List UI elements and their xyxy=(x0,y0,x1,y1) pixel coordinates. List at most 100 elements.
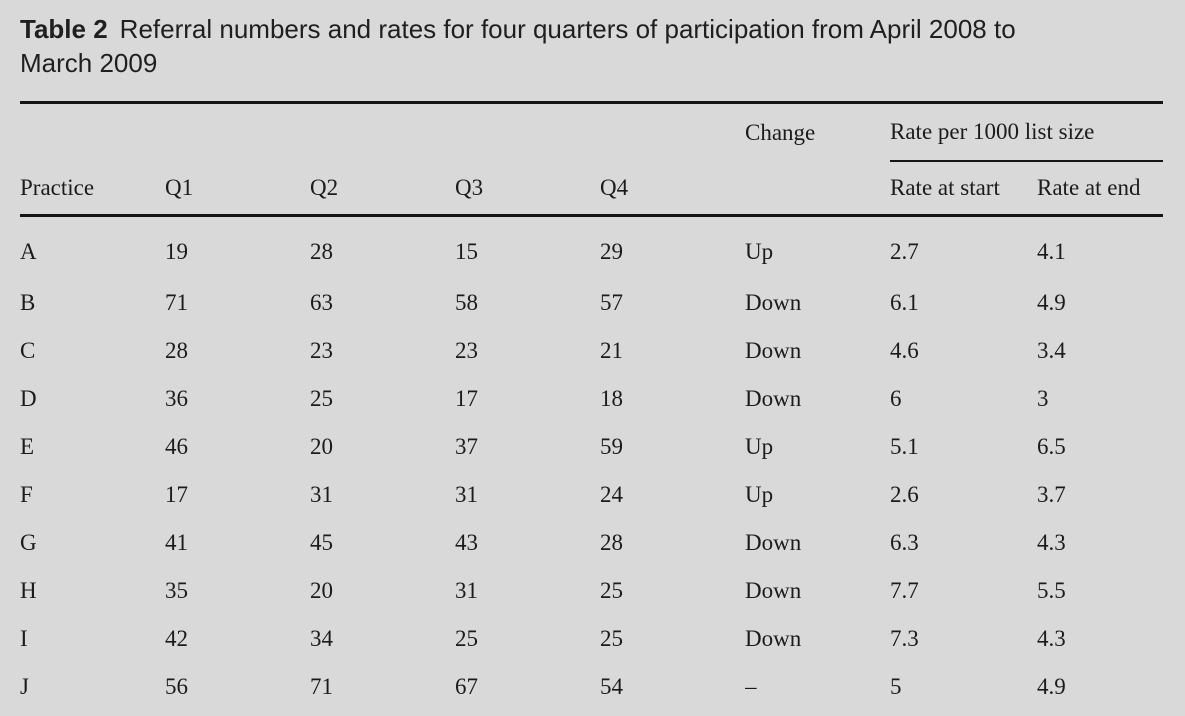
table-row-practice-E: E 46 20 37 59 Up 5.1 6.5 xyxy=(20,423,1163,471)
table-row-practice-I: I 42 34 25 25 Down 7.3 4.3 xyxy=(20,615,1163,663)
cell-q4: 21 xyxy=(600,338,623,363)
cell-rate_end: 4.3 xyxy=(1037,530,1066,555)
cell-rate_start: 6.1 xyxy=(890,290,919,315)
cell-rate_start: 5.1 xyxy=(890,434,919,459)
cell-rate_start: 5 xyxy=(890,674,902,699)
cell-change: Down xyxy=(745,578,802,603)
cell-practice: J xyxy=(20,674,29,699)
cell-q4: 59 xyxy=(600,434,623,459)
cell-q2: 25 xyxy=(310,386,333,411)
cell-q2: 20 xyxy=(310,434,333,459)
cell-q3: 43 xyxy=(455,530,478,555)
cell-practice: I xyxy=(20,626,28,651)
table-header: Change Rate per 1000 list size Practice … xyxy=(20,102,1163,217)
cell-q2: 31 xyxy=(310,482,333,507)
cell-practice: G xyxy=(20,530,37,555)
cell-q2: 34 xyxy=(310,626,333,651)
table-header-row-columns: Practice Q1 Q2 Q3 Q4 Rate at start Rate … xyxy=(20,161,1163,217)
cell-q1: 41 xyxy=(165,530,188,555)
column-header-rate-at-end: Rate at end xyxy=(1037,161,1163,217)
cell-change: Down xyxy=(745,626,802,651)
header-spacer xyxy=(165,103,310,162)
cell-q2: 20 xyxy=(310,578,333,603)
column-header-q1: Q1 xyxy=(165,161,310,217)
table-row-practice-J: J 56 71 67 54 – 5 4.9 xyxy=(20,663,1163,711)
table-row-practice-H: H 35 20 31 25 Down 7.7 5.5 xyxy=(20,567,1163,615)
header-spacer xyxy=(455,103,600,162)
cell-rate_start: 2.7 xyxy=(890,239,919,264)
cell-q4: 29 xyxy=(600,239,623,264)
header-spacer xyxy=(310,103,455,162)
cell-rate_end: 4.9 xyxy=(1037,674,1066,699)
table-header-row-group: Change Rate per 1000 list size xyxy=(20,102,1163,162)
cell-q1: 46 xyxy=(165,434,188,459)
table-caption-label: Table 2 xyxy=(20,14,108,44)
table-row-practice-B: B 71 63 58 57 Down 6.1 4.9 xyxy=(20,279,1163,327)
cell-rate_start: 7.3 xyxy=(890,626,919,651)
column-header-q3: Q3 xyxy=(455,161,600,217)
cell-q1: 17 xyxy=(165,482,188,507)
column-header-rate-at-start: Rate at start xyxy=(890,161,1037,217)
cell-rate_start: 6 xyxy=(890,386,902,411)
header-spacer xyxy=(600,103,745,162)
column-header-q2: Q2 xyxy=(310,161,455,217)
cell-rate_start: 7.7 xyxy=(890,578,919,603)
cell-practice: C xyxy=(20,338,36,363)
cell-q3: 31 xyxy=(455,482,478,507)
referral-table: Change Rate per 1000 list size Practice … xyxy=(20,101,1163,711)
cell-rate_end: 4.9 xyxy=(1037,290,1066,315)
column-group-header-rate-per-1000: Rate per 1000 list size xyxy=(890,102,1163,162)
cell-q4: 25 xyxy=(600,626,623,651)
cell-rate_start: 4.6 xyxy=(890,338,919,363)
table-body: A 19 28 15 29 Up 2.7 4.1 B 71 6 3 58 57 Down 6.1 4.9 C 28 2… xyxy=(20,216,1163,712)
cell-q1: 36 xyxy=(165,386,188,411)
cell-q4: 54 xyxy=(600,674,623,699)
cell-change: Up xyxy=(745,434,774,459)
cell-q3: 58 xyxy=(455,290,478,315)
table-row-practice-C: C 28 23 23 21 Down 4.6 3.4 xyxy=(20,327,1163,375)
column-header-practice: Practice xyxy=(20,161,165,217)
cell-practice: B xyxy=(20,290,36,315)
cell-q1: 19 xyxy=(165,239,188,264)
cell-q2: 28 xyxy=(310,239,333,264)
cell-q3: 17 xyxy=(455,386,478,411)
column-header-q4: Q4 xyxy=(600,161,745,217)
cell-change: Down xyxy=(745,530,802,555)
cell-practice: H xyxy=(20,578,37,603)
cell-q1: 28 xyxy=(165,338,188,363)
cell-q4: 57 xyxy=(600,290,623,315)
table-caption: Table 2 Referral numbers and rates for fo… xyxy=(20,12,1165,80)
table-caption-text-line2: March 2009 xyxy=(20,48,158,78)
cell-q4: 18 xyxy=(600,386,623,411)
cell-rate_end: 5.5 xyxy=(1037,578,1066,603)
cell-q3: 23 xyxy=(455,338,478,363)
table-row-practice-G: G 41 45 43 28 Down 6.3 4.3 xyxy=(20,519,1163,567)
cell-q3: 25 xyxy=(455,626,478,651)
cell-rate_end: 6.5 xyxy=(1037,434,1066,459)
cell-q3: 15 xyxy=(455,239,478,264)
table-row-practice-A: A 19 28 15 29 Up 2.7 4.1 xyxy=(20,216,1163,280)
cell-practice: D xyxy=(20,386,37,411)
cell-q1: 71 xyxy=(165,290,188,315)
cell-practice: E xyxy=(20,434,35,459)
cell-q1: 56 xyxy=(165,674,188,699)
cell-q2: 23 xyxy=(310,338,333,363)
cell-change: Down xyxy=(745,338,802,363)
cell-rate_end: 3 xyxy=(1037,386,1049,411)
cell-q2: 71 xyxy=(310,674,333,699)
table-row-practice-D: D 36 25 17 18 Down 6 3 xyxy=(20,375,1163,423)
cell-rate_start: 6.3 xyxy=(890,530,919,555)
cell-q4: 25 xyxy=(600,578,623,603)
cell-rate_end: 4.1 xyxy=(1037,239,1066,264)
cell-rate_start: 2.6 xyxy=(890,482,919,507)
cell-practice: F xyxy=(20,482,33,507)
cell-q4: 24 xyxy=(600,482,623,507)
table-caption-text-line1: Referral numbers and rates for four quar… xyxy=(119,14,1016,44)
cell-q3: 37 xyxy=(455,434,478,459)
cell-practice: A xyxy=(20,239,37,264)
cell-q1: 42 xyxy=(165,626,188,651)
cell-q3: 31 xyxy=(455,578,478,603)
cell-rate_end: 4.3 xyxy=(1037,626,1066,651)
cell-change: Up xyxy=(745,482,774,507)
cell-rate_end: 3.7 xyxy=(1037,482,1066,507)
